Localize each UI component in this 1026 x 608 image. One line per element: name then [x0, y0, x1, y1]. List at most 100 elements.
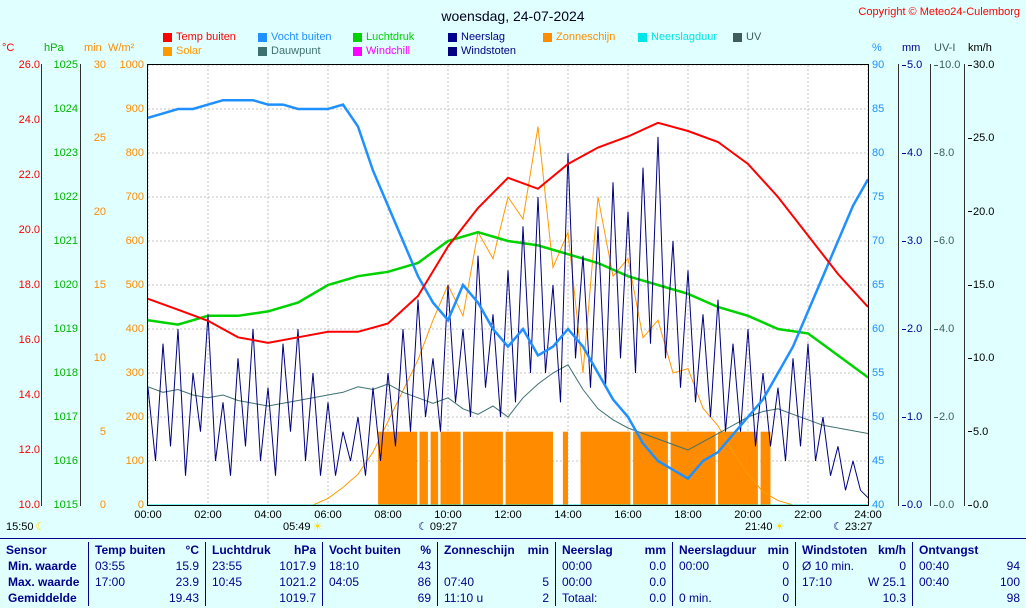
chart-svg [148, 65, 868, 505]
axis-tick-rain: 4.0 [902, 147, 930, 159]
cell-value: 43 [417, 559, 431, 573]
legend-item-windchill: Windchill [353, 45, 448, 57]
axis-tick-sunshine: 5 [99, 425, 106, 438]
cell-value: 100 [999, 575, 1020, 589]
axis-tick-sunshine: 30 [93, 59, 106, 71]
astro-time: 23:27 [844, 521, 873, 533]
axis-tick-humidity: 55 [872, 367, 885, 379]
axis-tick-pressure: 1022 [53, 191, 78, 203]
legend-item-uv: UV [733, 31, 828, 43]
x-axis-label: 24:00 [854, 509, 882, 521]
chart-plot-area [147, 64, 869, 506]
table-header-vocht-buiten: Vocht buiten% [322, 542, 437, 558]
table-cell: 03:55 15.9 [88, 558, 205, 574]
cell-value: 94 [1006, 559, 1020, 573]
axis-tick-pressure: 1023 [53, 147, 78, 159]
axis-tick-uv: 8.0 [934, 147, 964, 159]
x-axis-label: 04:00 [254, 509, 282, 521]
cell-time: 07:40 [444, 575, 475, 589]
legend-item-neerslag: Neerslag [448, 31, 543, 43]
axis-unit-uv: UV-I [934, 42, 956, 54]
table-header-unit: min [767, 543, 789, 557]
axis-tick-temp: 18.0 [18, 279, 40, 291]
legend-swatch-dauwpunt [258, 46, 267, 56]
axis-tick-sunshine: 25 [93, 132, 106, 145]
table-header-neerslag: Neerslag mm [555, 542, 672, 558]
x-axis-label: 00:00 [134, 509, 162, 521]
axis-tick-temp: 26.0 [18, 59, 40, 71]
axis-tick-humidity: 75 [872, 191, 885, 203]
axis-tick-temp: 12.0 [18, 444, 40, 456]
axis-tick-pressure: 1019 [53, 323, 78, 335]
cell-time: 00:00 [562, 559, 593, 573]
table-header-temp-buiten: Temp buiten °C [88, 542, 205, 558]
table-header-unit: mm [644, 543, 666, 557]
table-header-label: Neerslagduur [679, 543, 757, 557]
legend-swatch-neerslagduur [638, 32, 647, 42]
cell-value: 15.9 [175, 559, 199, 573]
table-cell: 00:00 0.0 [555, 558, 672, 574]
row-label: Max. waarde [8, 575, 80, 589]
sunshine-bar [378, 431, 418, 505]
legend-label: Windchill [366, 45, 411, 57]
series-luchtdruk [148, 230, 868, 379]
axis-tick-uv: 6.0 [934, 235, 964, 247]
axis-tick-solar: 400 [125, 323, 144, 335]
axis-tick-solar: 0 [137, 499, 144, 511]
table-cell: 17:00 23.9 [88, 574, 205, 590]
table-header-label: Sensor [6, 543, 47, 557]
legend-swatch-temp-buiten [163, 32, 172, 42]
axis-tick-pressure: 1025 [53, 59, 78, 71]
moon-icon: ☾ [418, 520, 428, 533]
legend-label: Vocht buiten [271, 31, 332, 43]
sunshine-bar [562, 431, 568, 505]
cell-value: W 25.1 [867, 575, 906, 589]
legend-label: Luchtdruk [366, 31, 415, 43]
axis-tick-pressure: 1016 [53, 455, 78, 467]
axis-tick-humidity: 60 [872, 323, 885, 335]
cell-time: 00:00 [562, 575, 593, 589]
sunshine-bar [419, 431, 428, 505]
astro-item-4: ☾ 23:27 [833, 521, 872, 533]
astro-time: 09:27 [429, 521, 458, 533]
table-header-unit: hPa [293, 543, 316, 557]
axis-tick-rain: 1.0 [902, 411, 930, 423]
table-cell: Ø 10 min. 0 [795, 558, 912, 574]
table-cell: 00:00 0.0 [555, 574, 672, 590]
cell-time: 00:40 [919, 575, 950, 589]
axis-tick-pressure: 1015 [53, 499, 78, 511]
axis-tick-temp: 22.0 [18, 169, 40, 181]
axis-tick-sunshine: 0 [99, 499, 106, 511]
table-header-label: Ontvangst [919, 543, 979, 557]
table-header-label: Zonneschijn [444, 543, 515, 557]
table-header-label: Windstoten [802, 543, 868, 557]
cell-value: 98 [1006, 591, 1020, 605]
table-header-label: Temp buiten [95, 543, 166, 557]
axis-tick-solar: 1000 [119, 59, 144, 71]
series-windstoten [148, 136, 868, 499]
cell-value: 1021.2 [279, 575, 316, 589]
cell-time: 03:55 [95, 559, 126, 573]
axis-line-pressure [80, 64, 81, 506]
x-axis-label: 14:00 [554, 509, 582, 521]
legend-swatch-zonneschijn [543, 32, 552, 42]
legend-item-solar: Solar [163, 45, 258, 57]
legend-swatch-solar [163, 46, 172, 56]
table-cell: 11:10 u 2 [437, 590, 555, 606]
x-axis-label: 16:00 [614, 509, 642, 521]
axis-tick-rain: 3.0 [902, 235, 930, 247]
table-cell: 69 [322, 590, 437, 606]
sunshine-bar [633, 431, 668, 505]
cell-value: 1017.9 [279, 559, 316, 573]
table-cell: 10:45 1021.2 [205, 574, 322, 590]
axis-tick-humidity: 85 [872, 103, 885, 115]
cell-value: 0 [782, 591, 789, 605]
table-header-windstoten: Windstoten km/h [795, 542, 912, 558]
cell-value: 10.3 [882, 591, 906, 605]
cell-time: Ø 10 min. [802, 559, 855, 573]
axis-tick-temp: 16.0 [18, 334, 40, 346]
table-header-unit: % [420, 543, 431, 557]
cell-value: 86 [417, 575, 431, 589]
sun-icon: ☀ [312, 520, 323, 533]
